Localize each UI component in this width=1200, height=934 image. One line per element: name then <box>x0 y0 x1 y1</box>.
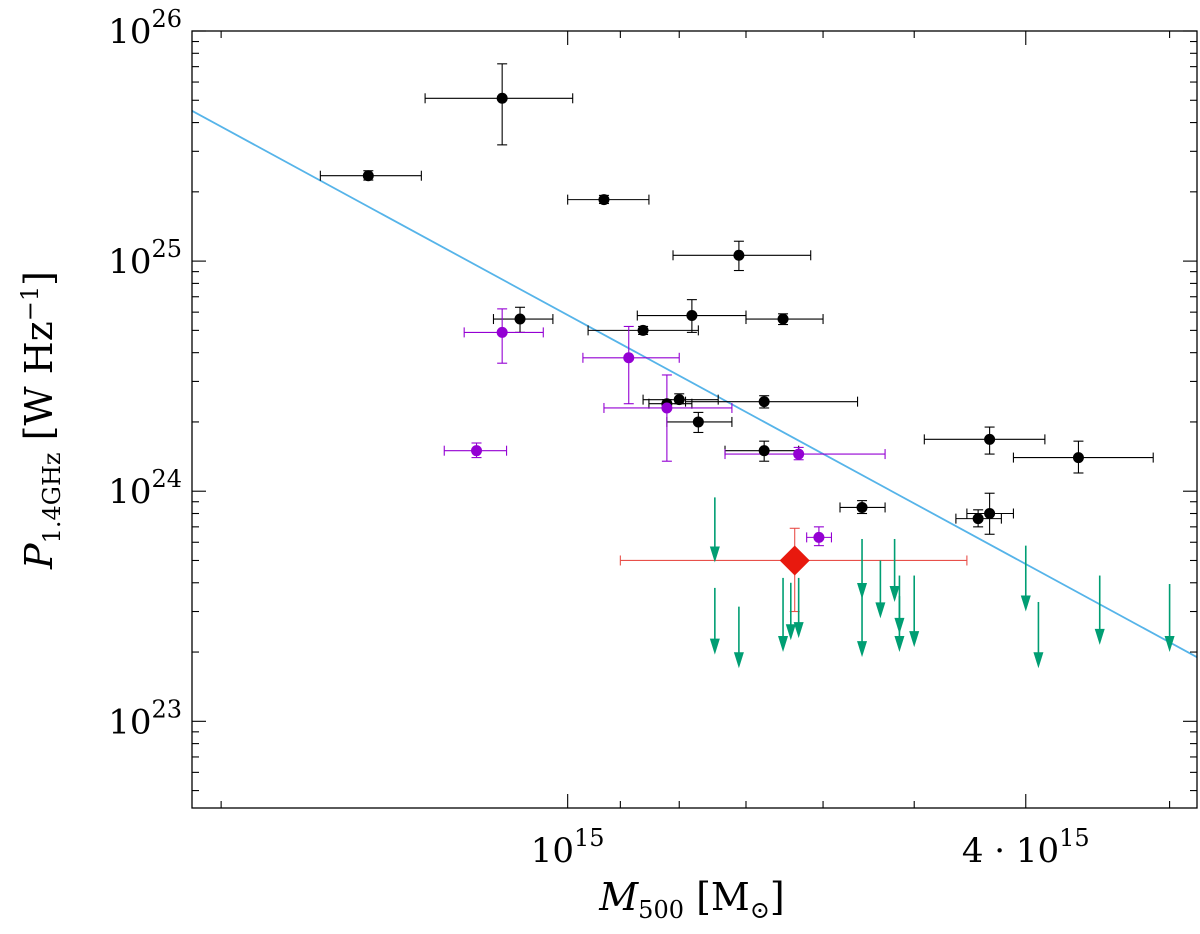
plot-frame <box>191 30 1198 809</box>
detections-point <box>692 416 704 428</box>
upper-limit-arrowhead <box>1094 628 1105 645</box>
y-tick-label: 1023 <box>108 695 182 742</box>
detections-point <box>362 170 374 182</box>
other_detections-point <box>793 448 805 460</box>
other_detections-point <box>661 402 673 414</box>
other_detections-point <box>813 531 825 543</box>
upper-limit-arrowhead <box>709 546 720 563</box>
markers-layer <box>362 92 1175 669</box>
detections-point <box>514 313 526 325</box>
detections-point <box>733 249 745 261</box>
other_detections-point <box>471 445 483 457</box>
y-tick-label: 1024 <box>108 465 182 512</box>
other_detections-point <box>496 326 508 338</box>
upper-limit-arrowhead <box>778 636 789 653</box>
upper-limit-arrowhead <box>909 631 920 648</box>
upper-limit-arrowhead <box>894 636 905 653</box>
upper-limit-arrowhead <box>793 622 804 639</box>
detections-point <box>496 92 508 104</box>
fit-line-layer <box>191 110 1198 658</box>
fit-line <box>191 110 1198 658</box>
detections-point <box>758 396 770 408</box>
detections-point <box>856 501 868 513</box>
detections-point <box>673 394 685 406</box>
upper-limit-arrowhead <box>733 652 744 669</box>
other_detections-point <box>623 352 635 364</box>
upper-limit-arrowhead <box>889 585 900 602</box>
detections-point <box>984 433 996 445</box>
detections-point <box>777 313 789 325</box>
x-axis-label: M500 [M⊙] <box>598 875 785 924</box>
upper-limit-arrowhead <box>1033 652 1044 669</box>
highlight-diamond <box>779 545 810 576</box>
x-tick-label: 1015 <box>531 824 605 871</box>
y-tick-label: 1026 <box>108 5 182 52</box>
detections-point <box>686 310 698 322</box>
upper-limit-arrowhead <box>1164 636 1175 653</box>
upper-limit-arrowhead <box>857 641 868 658</box>
detections-point <box>984 508 996 520</box>
detections-point <box>1072 452 1084 464</box>
tick-labels-layer: 1023 1024 1025 1026 4 · 1015 1015 <box>108 5 1090 871</box>
x-tick-label: 4 · 1015 <box>962 824 1090 871</box>
upper-limit-arrowhead <box>1020 595 1031 612</box>
y-tick-label: 1025 <box>108 235 182 282</box>
error-bars-layer <box>319 63 1154 613</box>
detections-point <box>637 324 649 336</box>
y-axis-label: P1.4GHz [W Hz−1] <box>16 271 66 570</box>
ticks-layer <box>192 30 1197 808</box>
detections-point <box>972 513 984 525</box>
upper-limit-arrowhead <box>785 624 796 641</box>
upper-limit-arrowhead <box>875 602 886 619</box>
detections-point <box>758 445 770 457</box>
upper-limit-arrowhead <box>709 638 720 655</box>
detections-point <box>598 194 610 206</box>
